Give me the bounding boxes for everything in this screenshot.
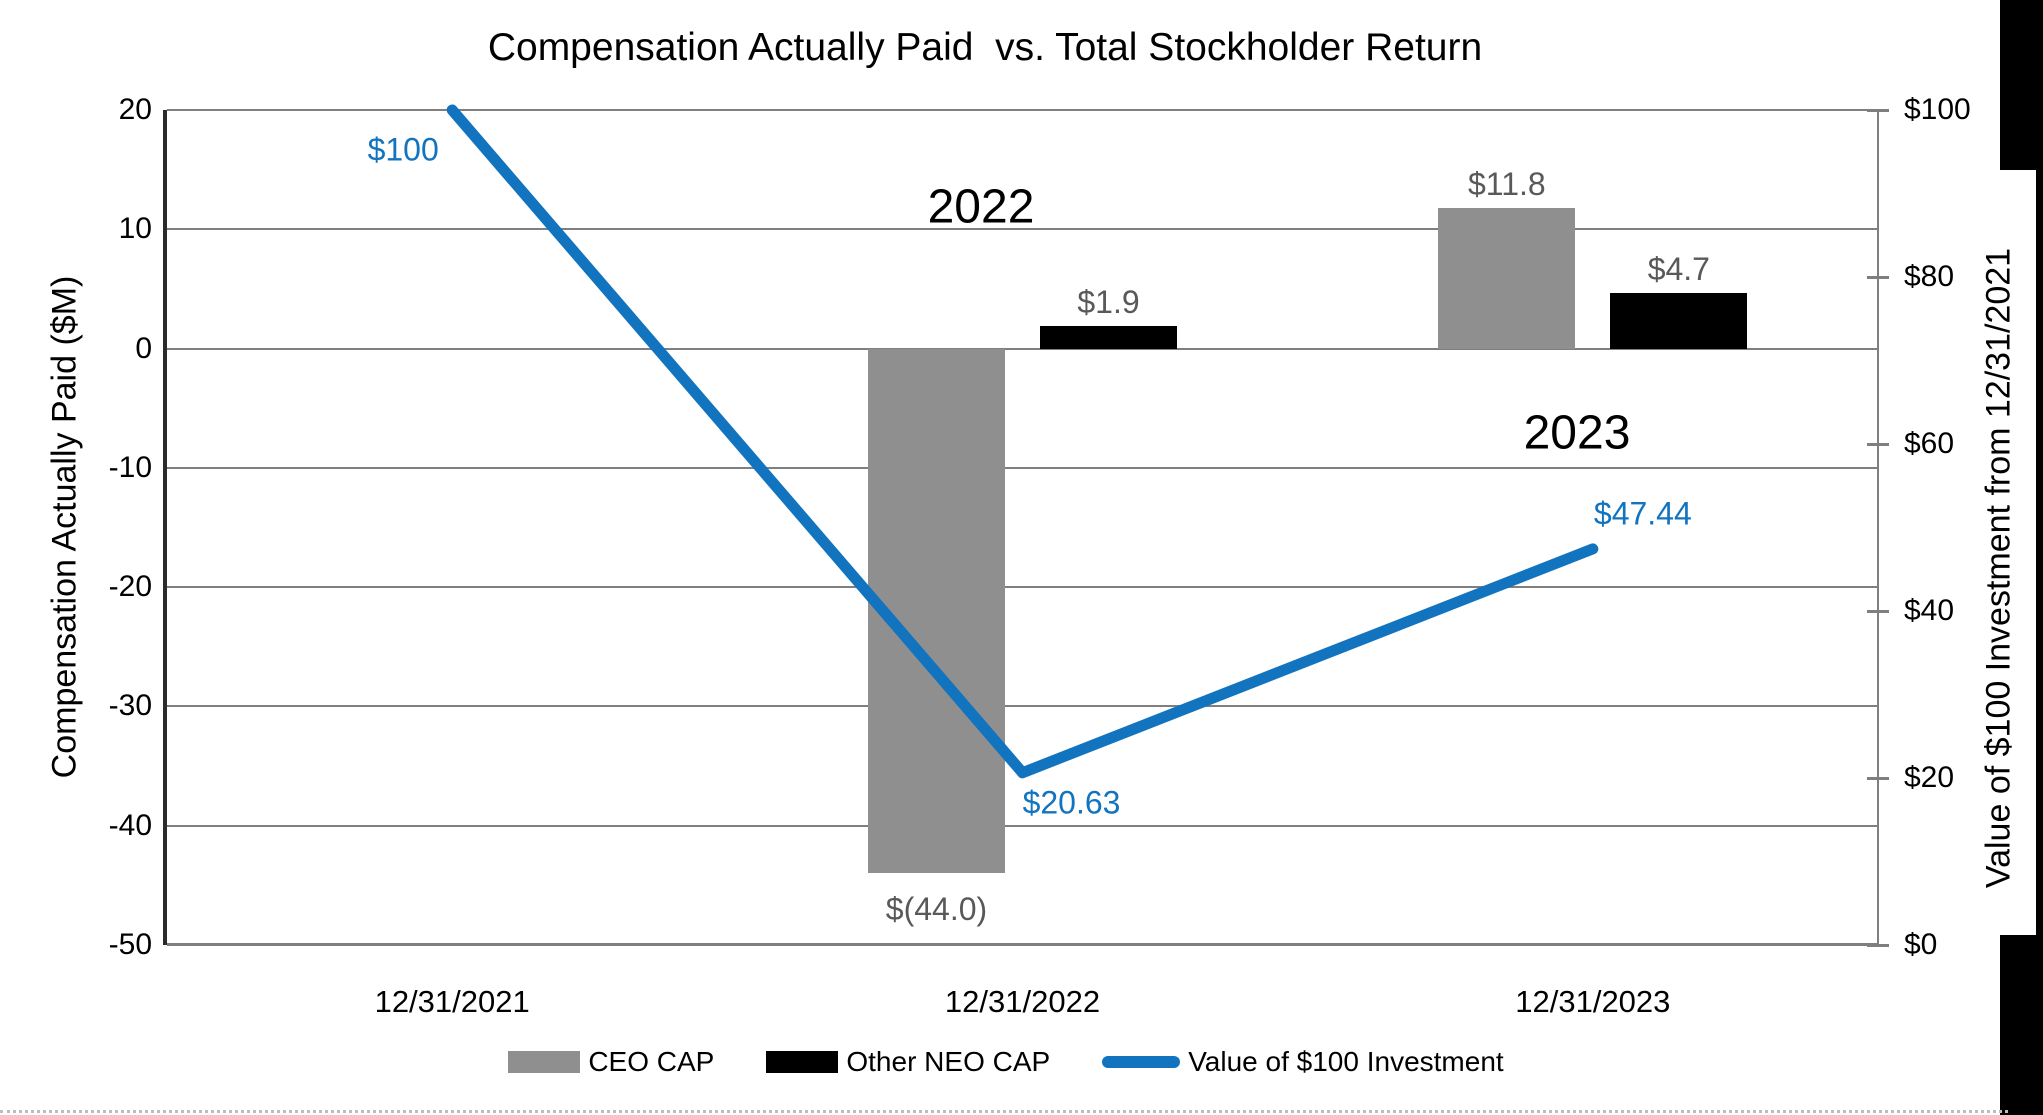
right-axis-tick — [1867, 443, 1889, 446]
gridline--30 — [167, 705, 1878, 708]
right-axis-tick-label: $0 — [1904, 928, 1938, 961]
bar-ceo-cap-12-31-2023 — [1438, 207, 1576, 349]
x-axis-label-12-31-2022: 12/31/2022 — [944, 984, 1101, 1019]
tsr-data-label: $20.63 — [1022, 784, 1121, 821]
legend-swatch-ceo-cap — [508, 1051, 581, 1073]
x-axis-label-12-31-2021: 12/31/2021 — [374, 984, 530, 1019]
left-axis-tick-label: -40 — [108, 808, 152, 842]
right-axis-line — [1877, 110, 1879, 947]
left-axis-tick-label: -30 — [108, 689, 152, 723]
bottom-axis-line — [167, 943, 1878, 946]
bar-ceo-cap-12-31-2022 — [868, 348, 1005, 874]
right-axis-tick-label: $80 — [1904, 260, 1955, 293]
gridline--20 — [167, 586, 1878, 589]
bar-other-neo-cap-12-31-2023 — [1610, 292, 1748, 349]
legend: CEO CAP Other NEO CAP Value of $100 Invest… — [0, 1042, 2012, 1082]
bar-data-label: $1.9 — [1077, 283, 1140, 320]
gridline--40 — [167, 824, 1878, 827]
black-border-right-strip — [2036, 170, 2043, 935]
right-axis-tick-label: $100 — [1904, 93, 1971, 126]
bar-data-label: $(44.0) — [885, 891, 988, 928]
right-axis-tick — [1867, 109, 1889, 112]
bar-data-label: $4.7 — [1647, 250, 1710, 287]
gridline-20 — [167, 109, 1878, 111]
legend-item-value-of-100-investment: Value of $100 Investment — [1102, 1046, 1504, 1078]
left-axis-tick-label: 0 — [135, 331, 152, 365]
legend-label: Other NEO CAP — [846, 1046, 1051, 1077]
tsr-data-label: $47.44 — [1593, 495, 1692, 532]
right-axis-tick — [1867, 276, 1889, 279]
year-annotation-2022: 2022 — [927, 180, 1035, 234]
legend-label: CEO CAP — [588, 1046, 715, 1077]
left-axis-tick-label: 20 — [118, 93, 152, 126]
legend-item-other-neo-cap: Other NEO CAP — [766, 1046, 1050, 1078]
right-axis-tick — [1867, 610, 1889, 613]
left-axis-tick-label: -10 — [108, 450, 152, 484]
right-axis-tick-label: $20 — [1904, 761, 1955, 794]
right-axis-tick — [1867, 777, 1889, 780]
right-axis-tick — [1867, 944, 1889, 947]
dotted-divider — [0, 1110, 2008, 1113]
left-axis-line — [163, 110, 167, 945]
gridline--10 — [167, 466, 1878, 469]
legend-item-ceo-cap: CEO CAP — [508, 1046, 714, 1078]
right-axis-title: Value of $100 Investment from 12/31/2021 — [1979, 247, 2018, 889]
bar-data-label: $11.8 — [1467, 165, 1546, 202]
tsr-data-label: $100 — [367, 131, 439, 168]
right-axis-tick-label: $40 — [1904, 594, 1955, 627]
x-axis-label-12-31-2023: 12/31/2023 — [1515, 984, 1671, 1019]
right-axis-tick-label: $60 — [1904, 427, 1955, 460]
left-axis-tick-label: 10 — [118, 212, 152, 246]
legend-label: Value of $100 Investment — [1188, 1046, 1504, 1077]
legend-swatch-value-of-100-investment — [1102, 1056, 1181, 1068]
year-annotation-2023: 2023 — [1523, 406, 1631, 460]
left-axis-tick-label: -50 — [108, 928, 152, 961]
chart-title: Compensation Actually Paid vs. Total Sto… — [487, 26, 1483, 69]
bar-other-neo-cap-12-31-2022 — [1040, 325, 1177, 349]
legend-swatch-other-neo-cap — [766, 1051, 839, 1073]
left-axis-title: Compensation Actually Paid ($M) — [45, 275, 84, 779]
black-border-bottom-right — [2000, 935, 2043, 1115]
left-axis-tick-label: -20 — [108, 570, 152, 604]
black-border-top-right — [2000, 0, 2043, 170]
